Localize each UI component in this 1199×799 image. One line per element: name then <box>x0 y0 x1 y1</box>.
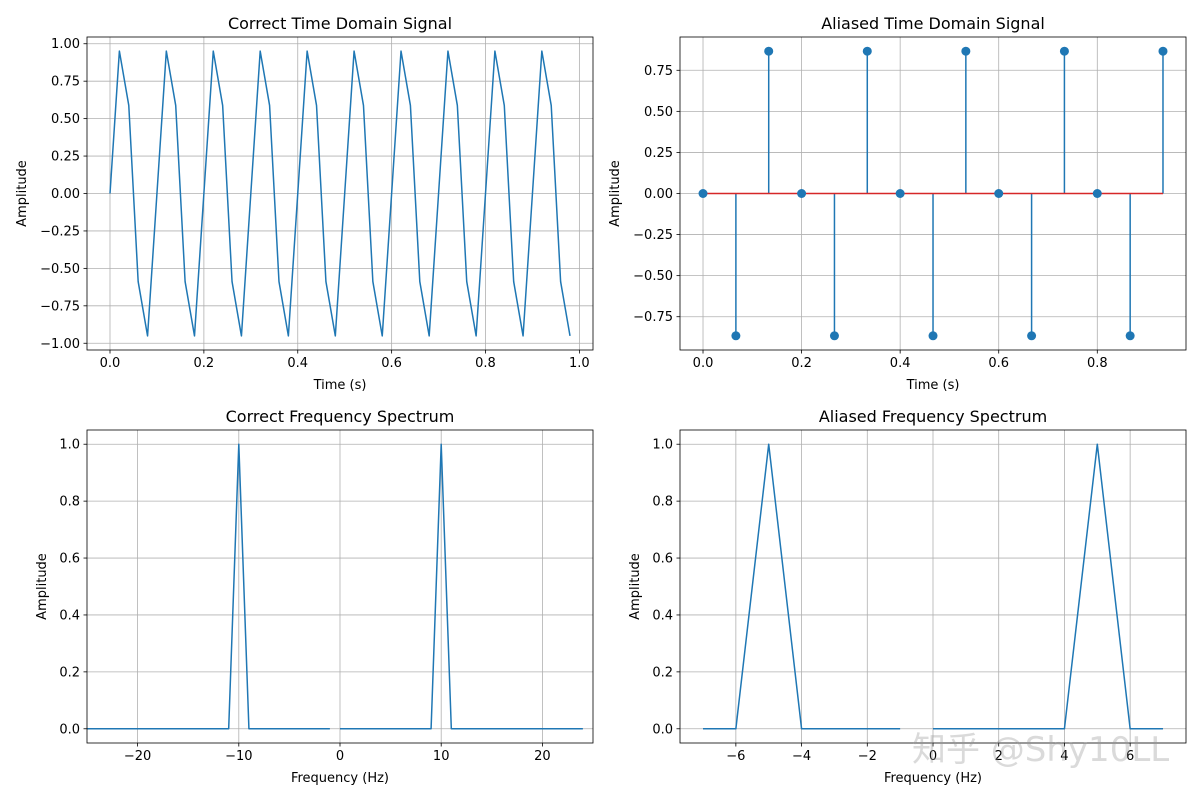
stem-marker <box>994 189 1004 198</box>
stem-marker <box>961 46 971 56</box>
y-tick-label: 0.8 <box>652 495 673 510</box>
x-tick-label: −6 <box>726 749 745 764</box>
y-tick-label: 1.0 <box>59 438 80 453</box>
y-tick-label: −0.25 <box>633 228 673 243</box>
series-line <box>933 443 1163 730</box>
y-tick-label: −0.50 <box>40 262 80 277</box>
x-tick-label: 0.8 <box>475 356 496 371</box>
stem-marker <box>1158 46 1168 56</box>
y-axis-label: Amplitude <box>608 160 623 227</box>
stem-marker <box>862 46 872 56</box>
x-tick-label: 0.0 <box>100 356 121 371</box>
y-tick-label: 1.00 <box>51 37 80 52</box>
subplot-title: Aliased Time Domain Signal <box>821 14 1045 33</box>
data-layer <box>87 443 583 730</box>
y-tick-label: −0.75 <box>40 299 80 314</box>
x-tick-label: 4 <box>1060 749 1068 764</box>
x-tick-label: 0.2 <box>194 356 215 371</box>
stem-marker <box>1092 189 1102 198</box>
series-line <box>109 50 571 337</box>
x-tick-label: −10 <box>225 749 252 764</box>
y-tick-label: −0.25 <box>40 224 80 239</box>
x-tick-label: 6 <box>1126 749 1134 764</box>
stem-marker <box>731 331 741 341</box>
series-line <box>340 443 583 730</box>
y-tick-label: 0.25 <box>51 150 80 165</box>
subplot-1: 0.0 0.2 0.4 0.6 0.8 1.0 −1.00 −0.75 −0.50 −0.25 0.… <box>15 14 594 393</box>
y-tick-label: 0.2 <box>652 665 673 680</box>
y-axis-label: Amplitude <box>35 553 50 620</box>
x-tick-label: 0.6 <box>988 356 1009 371</box>
subplot-2: 0.0 0.2 0.4 0.6 0.8 −0.75 −0.50 −0.25 0.00 0.25 0.… <box>608 14 1187 393</box>
stem-marker <box>928 331 938 341</box>
y-tick-label: 0.75 <box>51 75 80 90</box>
y-tick-label: −0.75 <box>633 310 673 325</box>
data-layer <box>698 46 1168 341</box>
series-line <box>87 443 330 730</box>
x-tick-label: 0 <box>929 749 937 764</box>
x-axis-label: Frequency (Hz) <box>291 771 389 786</box>
series-line <box>703 443 901 730</box>
y-tick-label: 1.0 <box>652 438 673 453</box>
x-axis-label: Time (s) <box>906 378 960 393</box>
y-axis-label: Amplitude <box>628 553 643 620</box>
y-tick-label: 0.6 <box>59 552 80 567</box>
x-tick-label: −4 <box>792 749 811 764</box>
y-tick-label: 0.25 <box>644 146 673 161</box>
y-axis-label: Amplitude <box>15 160 30 227</box>
stem-marker <box>1027 331 1037 341</box>
y-tick-label: 0.4 <box>652 608 673 623</box>
x-tick-label: 1.0 <box>569 356 590 371</box>
stem-marker <box>698 189 708 198</box>
stem-marker <box>1059 46 1069 56</box>
x-tick-label: 0.2 <box>791 356 812 371</box>
y-tick-label: −1.00 <box>40 337 80 352</box>
x-tick-label: 0.4 <box>287 356 308 371</box>
data-layer <box>109 50 571 337</box>
y-tick-label: 0.6 <box>652 552 673 567</box>
x-tick-label: 0.8 <box>1087 356 1108 371</box>
y-tick-label: 0.0 <box>652 722 673 737</box>
x-axis-label: Time (s) <box>313 378 367 393</box>
subplot-4: −6 −4 −2 0 2 4 6 0.0 0.2 0.4 0.6 0.8 1.0 Aliased Freq… <box>628 407 1187 786</box>
x-tick-label: −2 <box>858 749 877 764</box>
subplot-3: −20 −10 0 10 20 0.0 0.2 0.4 0.6 0.8 1.0 Correct Fre… <box>35 407 594 786</box>
stem-marker <box>829 331 839 341</box>
y-tick-label: −0.50 <box>633 269 673 284</box>
subplot-title: Correct Time Domain Signal <box>228 14 452 33</box>
x-tick-label: 0.0 <box>693 356 714 371</box>
data-layer <box>703 443 1163 730</box>
y-tick-label: 0.4 <box>59 608 80 623</box>
y-tick-label: 0.75 <box>644 64 673 79</box>
x-tick-label: 10 <box>433 749 450 764</box>
x-axis-label: Frequency (Hz) <box>884 771 982 786</box>
y-tick-label: 0.8 <box>59 495 80 510</box>
subplot-title: Aliased Frequency Spectrum <box>819 407 1047 426</box>
watermark-text: 知乎 @Shy10LL <box>912 730 1170 770</box>
stem-marker <box>895 189 905 198</box>
stem-marker <box>1125 331 1135 341</box>
stem-marker <box>797 189 807 198</box>
y-tick-label: 0.50 <box>644 105 673 120</box>
stem-marker <box>764 46 774 56</box>
x-tick-label: 2 <box>995 749 1003 764</box>
x-tick-label: 0.6 <box>381 356 402 371</box>
x-tick-label: 0.4 <box>890 356 911 371</box>
subplot-title: Correct Frequency Spectrum <box>226 407 455 426</box>
x-tick-label: −20 <box>124 749 151 764</box>
y-tick-label: 0.00 <box>644 187 673 202</box>
y-tick-label: 0.2 <box>59 665 80 680</box>
x-tick-label: 20 <box>534 749 551 764</box>
y-tick-label: 0.50 <box>51 112 80 127</box>
y-tick-label: 0.0 <box>59 722 80 737</box>
x-tick-label: 0 <box>336 749 344 764</box>
y-tick-label: 0.00 <box>51 187 80 202</box>
